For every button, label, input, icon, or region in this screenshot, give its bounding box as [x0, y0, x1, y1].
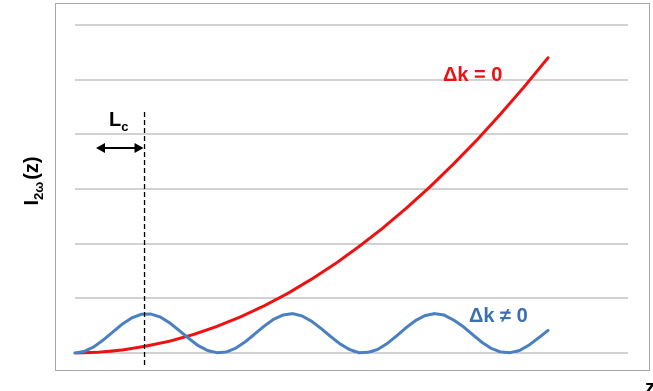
coherence-length-letter: L	[109, 109, 121, 131]
gridlines	[75, 24, 628, 354]
y-axis-label: I2ω (z)	[21, 156, 46, 205]
series-label-dk-nonzero: Δk ≠ 0	[469, 305, 528, 327]
arrowhead-left	[96, 143, 105, 153]
y-axis-label-subscript: 2ω	[31, 182, 46, 200]
y-axis-label-suffix: (z)	[21, 156, 43, 179]
coherence-length-marker	[96, 112, 146, 368]
series-line-dk-zero	[73, 56, 550, 355]
arrowhead-right	[134, 143, 144, 153]
series-group	[73, 56, 550, 355]
series-line-dk-nonzero	[73, 312, 550, 355]
coherence-length-subscript: c	[121, 119, 128, 134]
y-axis-label-main: I	[21, 200, 43, 206]
series-label-dk-zero: Δk = 0	[443, 64, 502, 86]
plot-area-frame	[55, 3, 650, 371]
x-axis-label: z	[645, 377, 653, 391]
coherence-length-label: Lc	[109, 109, 128, 134]
